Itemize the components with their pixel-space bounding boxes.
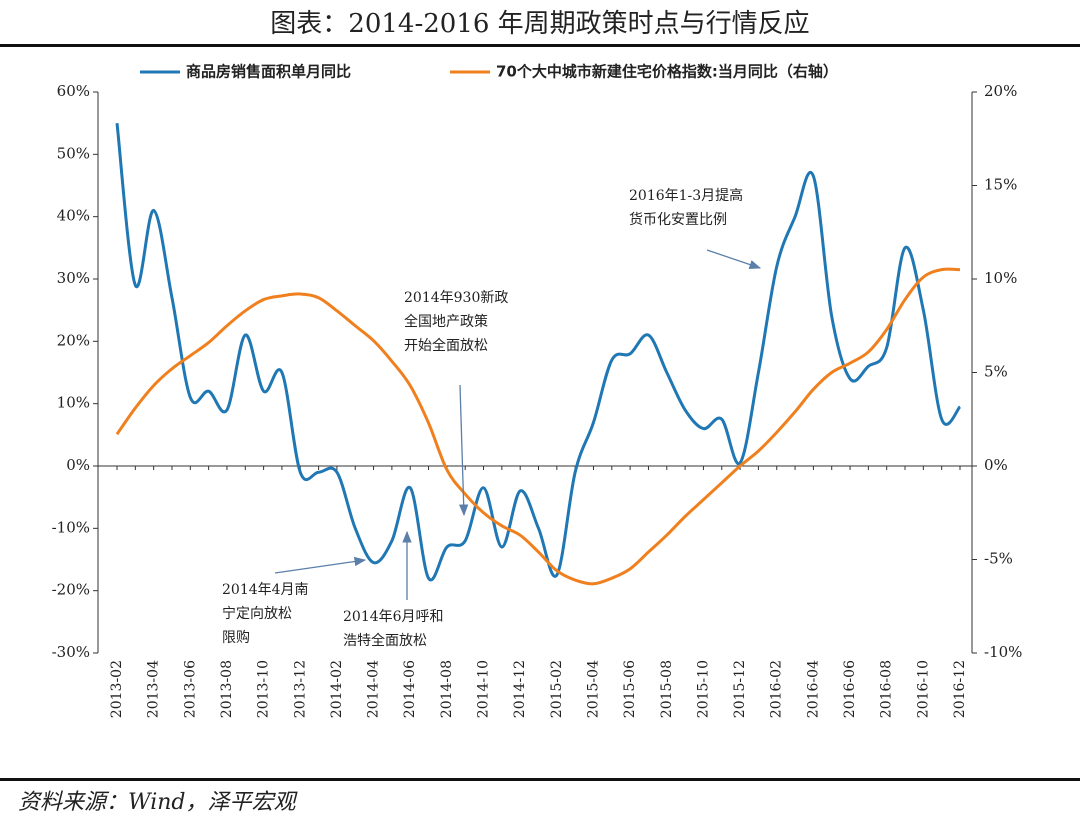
- y-tick-label: -10%: [52, 518, 90, 536]
- x-tick-label: 2013-12: [292, 660, 308, 718]
- x-tick-label: 2013-06: [182, 660, 198, 718]
- x-tick-label: 2016-10: [915, 660, 931, 718]
- annotation-arrow: [458, 384, 469, 517]
- annotation: 宁定向放松: [222, 605, 292, 622]
- legend-label: 70个大中城市新建住宅价格指数:当月同比（右轴）: [496, 63, 838, 81]
- x-tick-label: 2015-12: [732, 660, 748, 718]
- y2-tick-label: 5%: [984, 363, 1008, 381]
- x-tick-label: 2016-04: [805, 660, 821, 718]
- x-tick-label: 2013-02: [109, 660, 125, 718]
- y2-tick-label: -10%: [984, 643, 1022, 661]
- annotation-arrow: [706, 249, 762, 270]
- y-tick-label: 40%: [57, 207, 90, 225]
- x-tick-label: 2015-08: [659, 660, 675, 718]
- y2-tick-label: 20%: [984, 82, 1017, 100]
- y-tick-label: 50%: [57, 144, 90, 162]
- x-tick-label: 2016-08: [879, 660, 895, 718]
- y2-tick-label: 10%: [984, 269, 1017, 287]
- annotation: 开始全面放松: [404, 337, 488, 354]
- x-tick-label: 2016-12: [952, 660, 968, 718]
- y-tick-label: 0%: [66, 456, 90, 474]
- x-tick-label: 2016-06: [842, 660, 858, 718]
- x-tick-label: 2014-08: [439, 660, 455, 718]
- x-tick-label: 2013-08: [219, 660, 235, 718]
- y2-tick-label: -5%: [984, 550, 1013, 568]
- x-tick-label: 2014-06: [402, 660, 418, 718]
- x-tick-label: 2013-10: [256, 660, 272, 718]
- x-tick-label: 2015-06: [622, 660, 638, 718]
- y-tick-label: 60%: [57, 82, 90, 100]
- x-tick-label: 2014-02: [329, 660, 345, 718]
- annotation: 2014年930新政: [404, 290, 508, 306]
- x-tick-label: 2014-04: [366, 660, 382, 718]
- annotation: 货币化安置比例: [629, 211, 727, 228]
- source: 资料来源：Wind，泽平宏观: [18, 790, 299, 815]
- y-tick-label: 10%: [57, 394, 90, 412]
- annotation: 2014年6月呼和: [343, 609, 444, 625]
- x-tick-label: 2015-10: [695, 660, 711, 718]
- legend-label: 商品房销售面积单月同比: [186, 63, 351, 81]
- x-tick-label: 2014-12: [512, 660, 528, 718]
- x-tick-label: 2016-02: [769, 660, 785, 718]
- x-tick-label: 2014-10: [476, 660, 492, 718]
- series-line: [115, 267, 961, 586]
- top-rule: [0, 44, 1080, 47]
- annotation: 全国地产政策: [404, 313, 488, 330]
- chart-title: 图表：2014-2016 年周期政策时点与行情反应: [270, 9, 809, 39]
- x-tick-label: 2013-04: [146, 660, 162, 718]
- y-tick-label: -20%: [52, 581, 90, 599]
- y2-tick-label: 0%: [984, 456, 1008, 474]
- x-tick-label: 2015-02: [549, 660, 565, 718]
- y-tick-label: 20%: [57, 331, 90, 349]
- annotation-arrow: [274, 556, 367, 574]
- y-tick-label: 30%: [57, 269, 90, 287]
- y2-tick-label: 15%: [984, 176, 1017, 194]
- annotation: 浩特全面放松: [343, 632, 427, 649]
- annotation: 2014年4月南: [222, 582, 309, 598]
- series-line: [115, 122, 962, 582]
- bottom-rule: [0, 778, 1080, 781]
- annotation: 2016年1-3月提高: [629, 187, 743, 204]
- y-tick-label: -30%: [52, 643, 90, 661]
- x-tick-label: 2015-04: [585, 660, 601, 718]
- annotation: 限购: [222, 630, 250, 646]
